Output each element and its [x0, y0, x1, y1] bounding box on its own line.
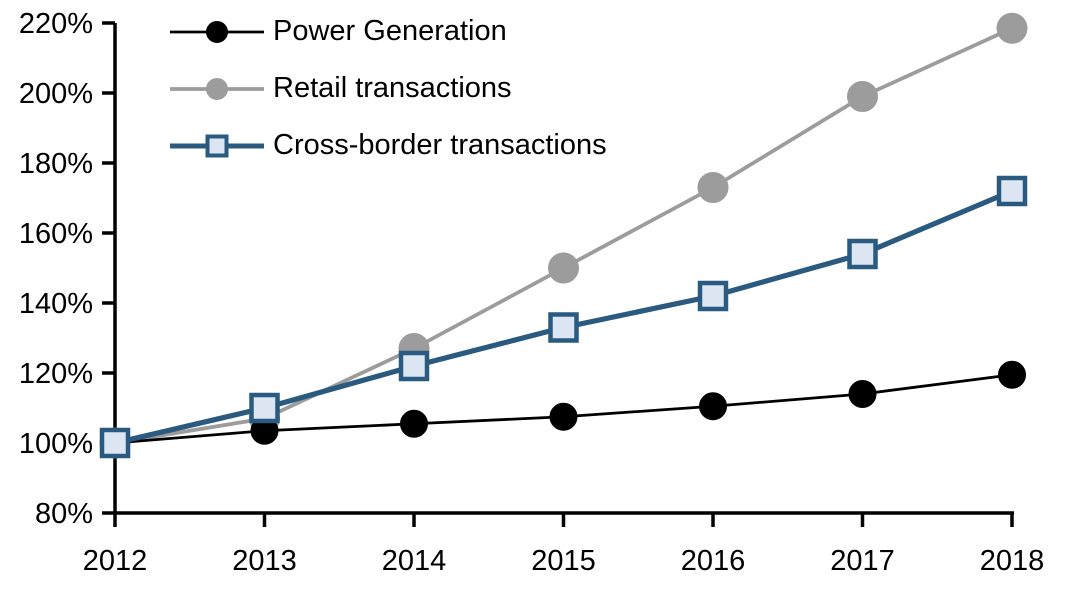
x-axis-tick-label: 2012 — [83, 545, 148, 577]
retail-transactions-legend-sample — [170, 77, 264, 100]
retail-transactions-marker — [847, 81, 878, 112]
cross-border-transactions-legend-marker-icon — [170, 133, 264, 159]
cross-border-transactions-marker — [249, 392, 280, 424]
cross-border-transactions-marker — [697, 280, 729, 312]
x-axis-tick-label: 2014 — [382, 545, 447, 577]
legend-label-retail-transactions: Retail transactions — [273, 72, 512, 104]
chart-legend: Power Generation Retail transactions Cro… — [170, 16, 607, 161]
series-cross-border-transactions — [99, 175, 1028, 459]
power-generation-marker — [699, 392, 727, 421]
cross-border-transactions-marker — [847, 238, 878, 270]
cross-border-transactions-marker — [996, 175, 1028, 207]
power-generation-legend-sample — [170, 20, 264, 43]
x-axis-tick-label: 2015 — [531, 545, 596, 577]
legend-item-cross-border-transactions: Cross-border transactions — [170, 130, 607, 161]
legend-label-power-generation: Power Generation — [273, 15, 507, 47]
series-power-generation — [101, 360, 1026, 457]
x-axis-tick-label: 2017 — [830, 545, 895, 577]
legend-item-retail-transactions: Retail transactions — [170, 73, 607, 104]
y-axis-tick-label: 180% — [19, 148, 93, 180]
y-axis-tick-label: 160% — [19, 218, 93, 250]
y-axis-tick-label: 120% — [19, 358, 93, 390]
cross-border-transactions-legend-sample — [170, 134, 264, 157]
retail-transactions-marker — [996, 12, 1028, 44]
y-axis-tick-label: 200% — [19, 78, 93, 110]
x-axis-tick-label: 2018 — [980, 545, 1045, 577]
y-axis-tick-label: 140% — [19, 288, 93, 320]
power-generation-marker — [400, 409, 428, 438]
x-axis-tick-label: 2013 — [232, 545, 297, 577]
power-generation-legend-marker-icon — [170, 19, 264, 45]
legend-label-cross-border-transactions: Cross-border transactions — [273, 129, 607, 161]
power-generation-marker — [848, 380, 877, 408]
power-generation-marker — [549, 402, 578, 431]
y-axis-tick-label: 220% — [19, 8, 93, 40]
x-axis-tick-label: 2016 — [681, 545, 746, 577]
power-generation-marker — [998, 360, 1026, 389]
retail-transactions-marker — [697, 172, 729, 203]
cross-border-transactions-marker — [548, 312, 579, 343]
legend-item-power-generation: Power Generation — [170, 16, 607, 47]
y-axis-tick-label: 100% — [19, 428, 93, 460]
cross-border-transactions-marker — [99, 427, 131, 459]
y-axis-tick-label: 80% — [35, 498, 93, 530]
cross-border-transactions-marker — [398, 350, 430, 382]
retail-transactions-legend-marker-icon — [170, 76, 264, 102]
retail-transactions-marker — [548, 252, 579, 284]
